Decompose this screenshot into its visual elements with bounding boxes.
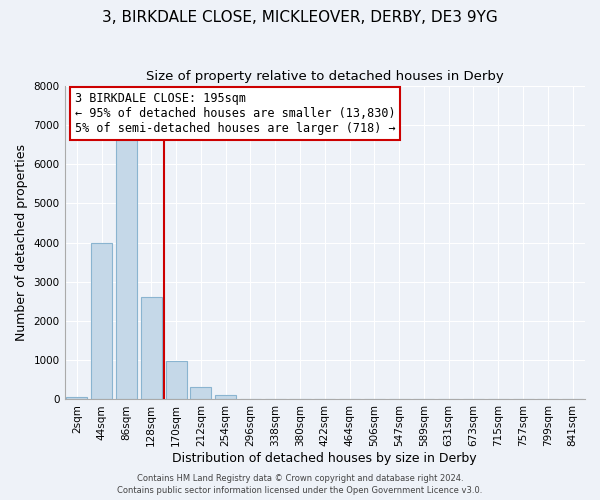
Text: 3, BIRKDALE CLOSE, MICKLEOVER, DERBY, DE3 9YG: 3, BIRKDALE CLOSE, MICKLEOVER, DERBY, DE… [102,10,498,25]
Text: Contains HM Land Registry data © Crown copyright and database right 2024.
Contai: Contains HM Land Registry data © Crown c… [118,474,482,495]
Bar [215,394,236,400]
Bar [141,298,162,400]
Bar [166,361,187,400]
Bar [190,386,211,400]
X-axis label: Distribution of detached houses by size in Derby: Distribution of detached houses by size … [172,452,477,465]
Text: 3 BIRKDALE CLOSE: 195sqm
← 95% of detached houses are smaller (13,830)
5% of sem: 3 BIRKDALE CLOSE: 195sqm ← 95% of detach… [75,92,395,135]
Bar [91,242,112,400]
Bar [116,140,137,400]
Bar [67,397,88,400]
Title: Size of property relative to detached houses in Derby: Size of property relative to detached ho… [146,70,503,83]
Y-axis label: Number of detached properties: Number of detached properties [15,144,28,341]
